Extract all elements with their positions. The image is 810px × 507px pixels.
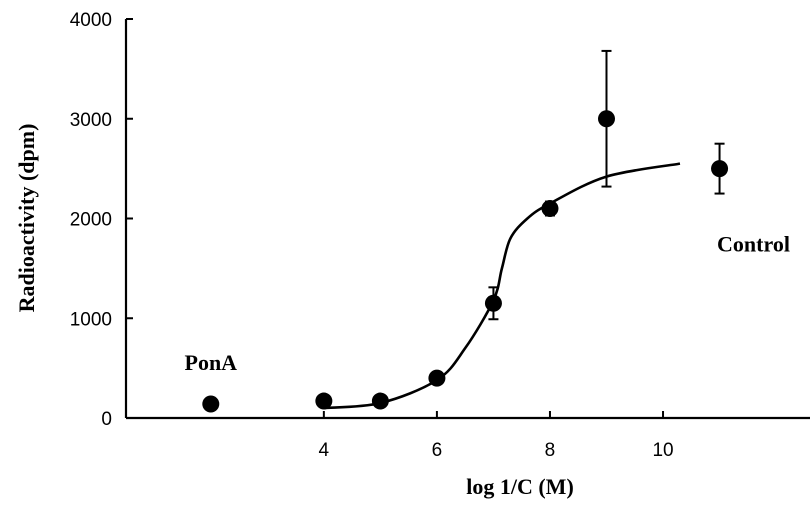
data-point [541,200,559,218]
annotation-label: PonA [185,350,238,375]
y-tick-label: 0 [101,409,112,430]
x-tick-label: 6 [432,440,443,461]
data-point [484,294,502,312]
data-point [428,369,446,387]
data-points-layer [202,49,729,413]
axes: 0 1000 2000 3000 4000 4 6 8 10 [70,10,810,461]
y-tick-label: 4000 [70,10,112,31]
x-tick-label: 10 [652,440,673,461]
data-point [315,392,333,410]
y-axis-title: Radioactivity (dpm) [14,124,39,313]
data-point [202,395,220,413]
data-point [711,160,729,178]
y-tick-label: 1000 [70,309,112,330]
x-tick-label: 8 [545,440,556,461]
data-point [371,392,389,410]
y-tick-label: 3000 [70,110,112,131]
fit-curve-layer [323,162,681,410]
x-tick-label: 4 [319,440,330,461]
fit-curve [323,162,681,410]
data-point [597,110,615,128]
annotation-label: Control [717,231,790,256]
x-axis-title: log 1/C (M) [466,474,574,499]
y-tick-label: 2000 [70,210,112,231]
labels-layer: PonA Control [185,231,790,375]
